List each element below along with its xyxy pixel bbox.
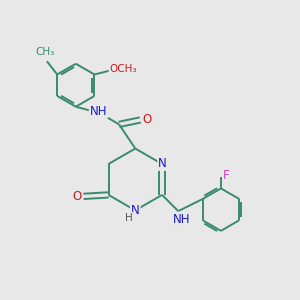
Text: OCH₃: OCH₃ [110,64,137,74]
Text: O: O [142,113,152,127]
Text: H: H [125,213,133,223]
Text: N: N [158,157,167,170]
Text: F: F [223,169,230,182]
Text: NH: NH [173,213,190,226]
Text: O: O [72,190,82,203]
Text: N: N [131,205,140,218]
Text: NH: NH [90,105,107,118]
Text: CH₃: CH₃ [36,47,55,57]
